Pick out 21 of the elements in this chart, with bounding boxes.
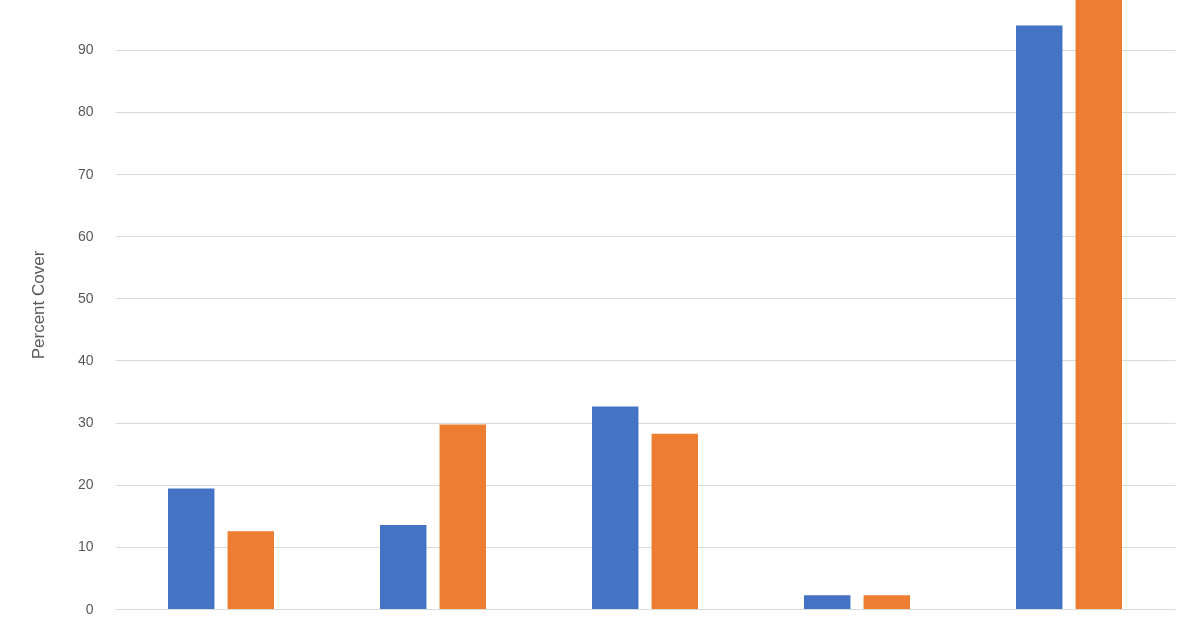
bar <box>380 525 427 609</box>
bar <box>592 406 639 609</box>
y-tick-label: 70 <box>77 165 94 182</box>
y-tick-label: 10 <box>77 538 94 555</box>
bar <box>1016 25 1063 609</box>
bar <box>439 424 486 609</box>
y-tick-label: 80 <box>77 103 94 120</box>
bar <box>227 531 274 609</box>
bar <box>1075 0 1122 609</box>
bar <box>168 488 215 609</box>
bar <box>863 595 910 609</box>
bar <box>651 433 698 609</box>
y-tick-label: 0 <box>85 600 94 617</box>
y-tick-label: 50 <box>77 289 94 306</box>
y-tick-label: 60 <box>77 227 94 244</box>
y-tick-label: 90 <box>77 41 94 58</box>
bar <box>804 595 851 609</box>
y-axis-title: Percent Cover <box>28 250 48 360</box>
y-tick-label: 40 <box>77 351 94 368</box>
y-tick-label: 30 <box>77 414 94 431</box>
y-tick-label: 20 <box>77 476 94 493</box>
